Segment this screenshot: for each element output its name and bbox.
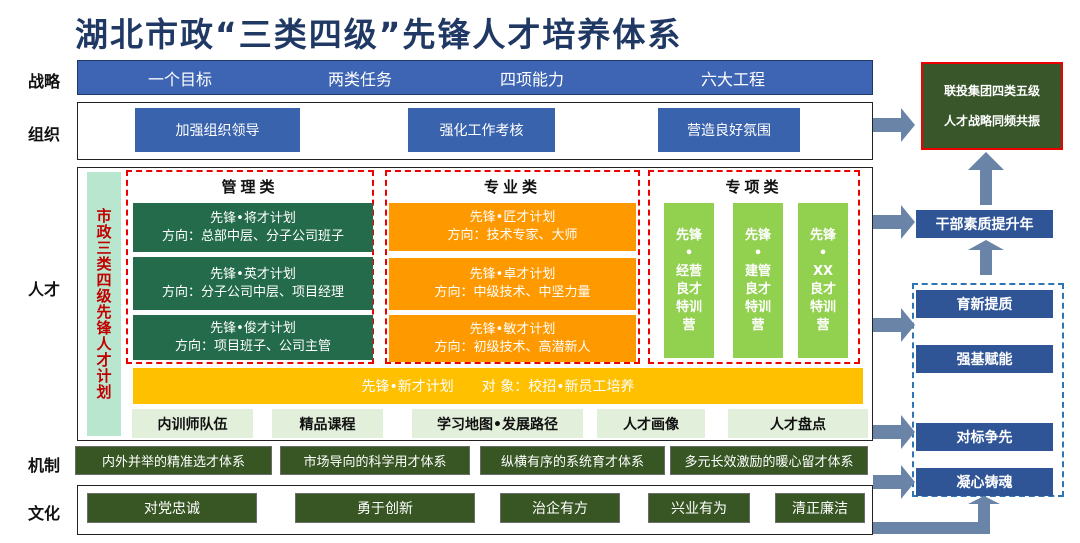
strategy-item: 四项能力 [499,69,564,89]
support-item: 内训师队伍 [132,409,253,438]
support-item: 精品课程 [272,409,383,438]
mechanism-item: 内外并举的精准选才体系 [75,446,272,475]
group-strategy-line: 人才战略同频共振 [943,114,1040,128]
label-culture: 文化 [28,504,61,523]
text-line: 先锋•将才计划 [210,210,296,226]
special-plan: 先锋 • 经营良才特训营 [664,203,714,358]
support-item: 人才画像 [597,409,705,438]
text-line: • [684,245,694,261]
management-title: 管理类 [221,178,279,196]
culture-item: 清正廉洁 [775,493,865,523]
strategy-item: 一个目标 [147,69,212,89]
professional-plan: 先锋•卓才计划方向：中级技术、中坚力量 [389,258,636,310]
org-item: 加强组织领导 [135,108,300,152]
org-item: 营造良好氛围 [658,108,800,152]
culture-item: 对党忠诚 [87,493,257,523]
text-line: 良才 [809,281,836,297]
text-line: 方向：项目班子、公司主管 [174,338,331,354]
label-org: 组织 [28,125,61,144]
professional-plan: 先锋•敏才计划方向：初级技术、高潜新人 [389,315,636,362]
arrow-up-icon [968,152,1004,205]
text-line: 先锋•英才计划 [210,266,296,282]
text-line: 先锋 [744,227,771,243]
actions-group [912,283,1064,497]
text-line: 良才 [675,281,702,297]
org-row [77,102,873,160]
special-title: 专项类 [725,178,783,196]
text-line: 先锋•匠才计划 [469,210,556,225]
professional-title: 专业类 [483,178,541,196]
culture-item: 勇于创新 [295,493,475,523]
text-line: 营 [751,317,765,333]
text-line: 建管 [744,263,771,279]
mechanism-item: 多元长效激励的暖心留才体系 [670,446,868,475]
special-plan: 先锋 • XX 良才特训营 [798,203,848,358]
label-talent: 人才 [28,280,61,299]
text-line: 方向：总部中层、分子公司班子 [161,228,344,244]
text-line: 良才 [744,281,771,297]
side-label: 市政三类四级先锋人才计划 [87,172,121,436]
group-strategy-box: 联投集团四类五级 人才战略同频共振 [921,62,1063,150]
culture-item: 兴业有为 [648,493,750,523]
special-group [648,170,860,364]
action-item: 育新提质 [916,290,1053,318]
text-line: 营 [816,317,830,333]
text-line: 特训 [744,299,771,315]
support-item: 人才盘点 [728,409,868,438]
text-line: XX [812,263,834,279]
arrow-right-icon [873,415,915,449]
text-line: 先锋•卓才计划 [469,267,556,282]
culture-row [77,485,873,535]
text-line: 先锋•敏才计划 [469,321,556,337]
management-plan: 先锋•将才计划方向：总部中层、分子公司班子 [133,203,373,252]
label-strategy: 战略 [28,72,61,91]
arrow-right-icon [873,308,915,342]
professional-plan: 先锋•匠才计划方向：技术专家、大师 [389,203,636,251]
professional-group [385,170,640,364]
special-plan: 先锋 • 建管良才特训营 [733,203,783,358]
arrow-right-icon [873,205,915,239]
text-line: 先锋 [809,227,836,243]
text-line: 方向：中级技术、中坚力量 [434,285,591,300]
text-line: 方向：技术专家、大师 [447,228,578,243]
text-line: 先锋•俊才计划 [210,320,296,336]
label-mechanism: 机制 [28,456,61,475]
text-line: 方向：初级技术、高潜新人 [434,339,591,355]
text-line: 方向：分子公司中层、项目经理 [161,284,344,300]
arrow-up-icon [968,240,1004,275]
new-talent-bar [133,368,863,404]
text-line: • [818,245,828,261]
page-title: 湖北市政“三类四级”先锋人才培养体系 [75,15,683,54]
mechanism-item: 市场导向的科学用才体系 [280,446,470,475]
strategy-item: 两类任务 [327,69,392,89]
management-group [126,170,374,364]
new-talent-text: 先锋•新才计划 对 象：校招•新员工培养 [361,379,635,395]
text-line: 特训 [809,299,836,315]
text-line: 经营 [675,263,702,279]
text-line: 营 [682,317,696,333]
management-plan: 先锋•英才计划方向：分子公司中层、项目经理 [133,257,373,310]
mechanism-item: 纵横有序的系统育才体系 [480,446,665,475]
talent-section [77,167,873,441]
group-strategy-line: 联投集团四类五级 [943,84,1040,98]
arrow-bend-up-icon [873,496,1000,534]
text-line: 先锋 [675,227,702,243]
strategy-bar [77,60,873,95]
arrow-right-icon [873,465,915,499]
management-plan: 先锋•俊才计划方向：项目班子、公司主管 [133,315,373,360]
cadre-year-box: 干部素质提升年 [916,210,1053,238]
org-item: 强化工作考核 [408,108,555,152]
action-item: 凝心铸魂 [916,468,1053,496]
culture-item: 治企有方 [500,493,620,523]
action-item: 对标争先 [916,423,1053,451]
text-line: 特训 [675,299,702,315]
strategy-item: 六大工程 [700,69,765,89]
text-line: • [753,245,763,261]
arrow-right-icon [873,108,915,142]
support-item: 学习地图•发展路径 [412,409,583,438]
action-item: 强基赋能 [916,345,1053,373]
